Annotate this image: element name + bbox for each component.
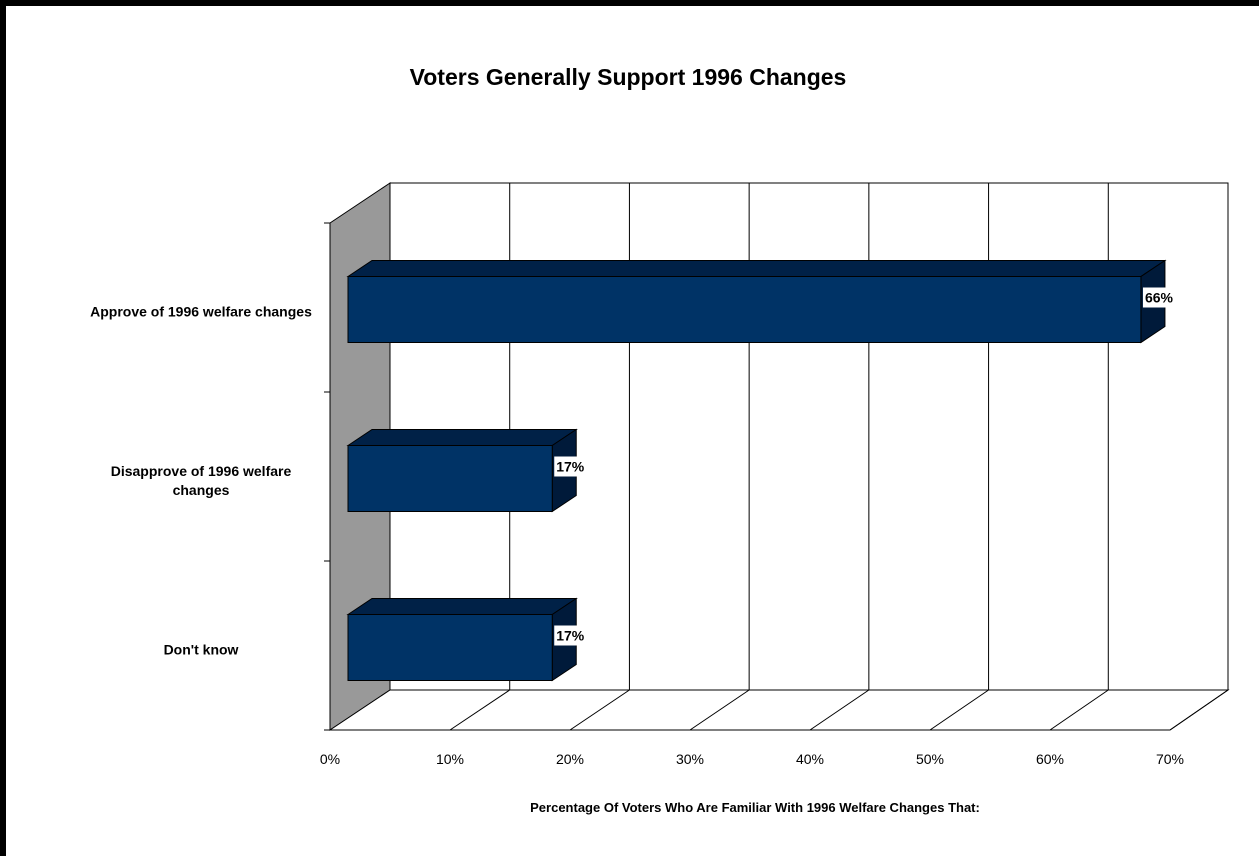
- gridline-floor: [809, 689, 870, 731]
- bar-top: [346, 598, 578, 615]
- y-category-label: Disapprove of 1996 welfare: [111, 463, 292, 479]
- data-label-background: [554, 456, 591, 477]
- gridline-floor: [569, 689, 630, 731]
- y-category-label: Approve of 1996 welfare changes: [90, 304, 312, 320]
- data-label: 17%: [556, 459, 585, 475]
- y-category-label: Don't know: [164, 642, 239, 658]
- x-axis-label: Percentage Of Voters Who Are Familiar Wi…: [530, 800, 980, 815]
- bar: [347, 445, 553, 512]
- data-label: 66%: [1145, 290, 1174, 306]
- gridline-floor: [449, 689, 510, 731]
- gridline-floor: [1169, 689, 1229, 731]
- bar: [347, 614, 553, 681]
- x-tick-label: 0%: [320, 751, 340, 767]
- x-tick-label: 20%: [556, 751, 584, 767]
- x-tick-label: 50%: [916, 751, 944, 767]
- bar: [347, 276, 1142, 343]
- gridline-floor: [689, 689, 750, 731]
- bar-top: [346, 429, 578, 446]
- chart-floor: [328, 689, 1230, 731]
- x-tick-label: 10%: [436, 751, 464, 767]
- bars: 66% 17% 17%: [346, 259, 1179, 682]
- bar-top: [346, 260, 1167, 277]
- data-label-background: [554, 625, 591, 646]
- y-axis-categories: Approve of 1996 welfare changes Disapprov…: [90, 222, 330, 731]
- x-tick-label: 30%: [676, 751, 704, 767]
- x-axis-ticks: 0% 10% 20% 30% 40% 50% 60% 70%: [320, 751, 1184, 767]
- data-label-background: [1142, 287, 1179, 308]
- gridline-floor: [929, 689, 989, 731]
- data-label: 17%: [556, 628, 585, 644]
- x-tick-label: 40%: [796, 751, 824, 767]
- bar-chart: Voters Generally Support 1996 Changes 0%…: [90, 64, 1230, 815]
- gridline-floor: [1049, 689, 1109, 731]
- y-category-label: changes: [173, 482, 230, 498]
- chart-title: Voters Generally Support 1996 Changes: [410, 64, 847, 90]
- x-tick-label: 60%: [1036, 751, 1064, 767]
- x-tick-label: 70%: [1156, 751, 1184, 767]
